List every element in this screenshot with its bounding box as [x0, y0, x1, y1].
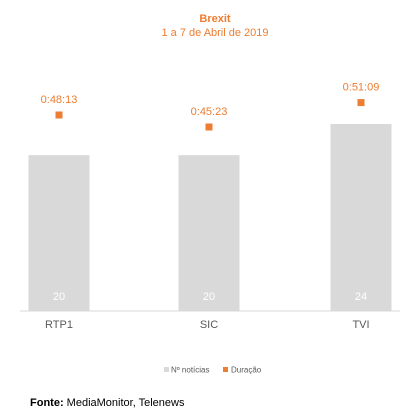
category-label: TVI — [352, 319, 369, 331]
legend: Nº notícias Duração — [164, 366, 262, 375]
duration-label: 0:45:23 — [191, 106, 228, 118]
duration-marker — [55, 111, 63, 119]
source-text: MediaMonitor, Telenews — [66, 397, 185, 409]
legend-label-duration: Duração — [231, 366, 262, 375]
duration-label: 0:51:09 — [343, 82, 380, 94]
bar-rtp1 — [28, 155, 90, 311]
legend-swatch-duration — [223, 367, 228, 372]
bar-value-label: 20 — [203, 291, 215, 303]
bar-sic — [178, 155, 240, 311]
duration-marker — [357, 99, 365, 107]
bar-value-label: 24 — [355, 291, 367, 303]
chart-marks: 20 RTP1 0:48:13 20 SIC 0:45:23 24 TVI 0:51:09 — [28, 82, 392, 331]
chart-title: Brexit — [199, 13, 231, 25]
category-label: SIC — [200, 319, 218, 331]
duration-marker — [205, 123, 213, 131]
legend-label-count: Nº notícias — [171, 366, 210, 375]
legend-swatch-count — [164, 367, 169, 372]
bar-value-label: 20 — [53, 291, 65, 303]
source-note: Fonte: MediaMonitor, Telenews — [30, 397, 184, 409]
chart-subtitle: 1 a 7 de Abril de 2019 — [161, 27, 268, 39]
category-label: RTP1 — [45, 319, 73, 331]
duration-label: 0:48:13 — [41, 94, 78, 106]
source-label: Fonte: — [30, 397, 64, 409]
bar-tvi — [330, 124, 392, 311]
